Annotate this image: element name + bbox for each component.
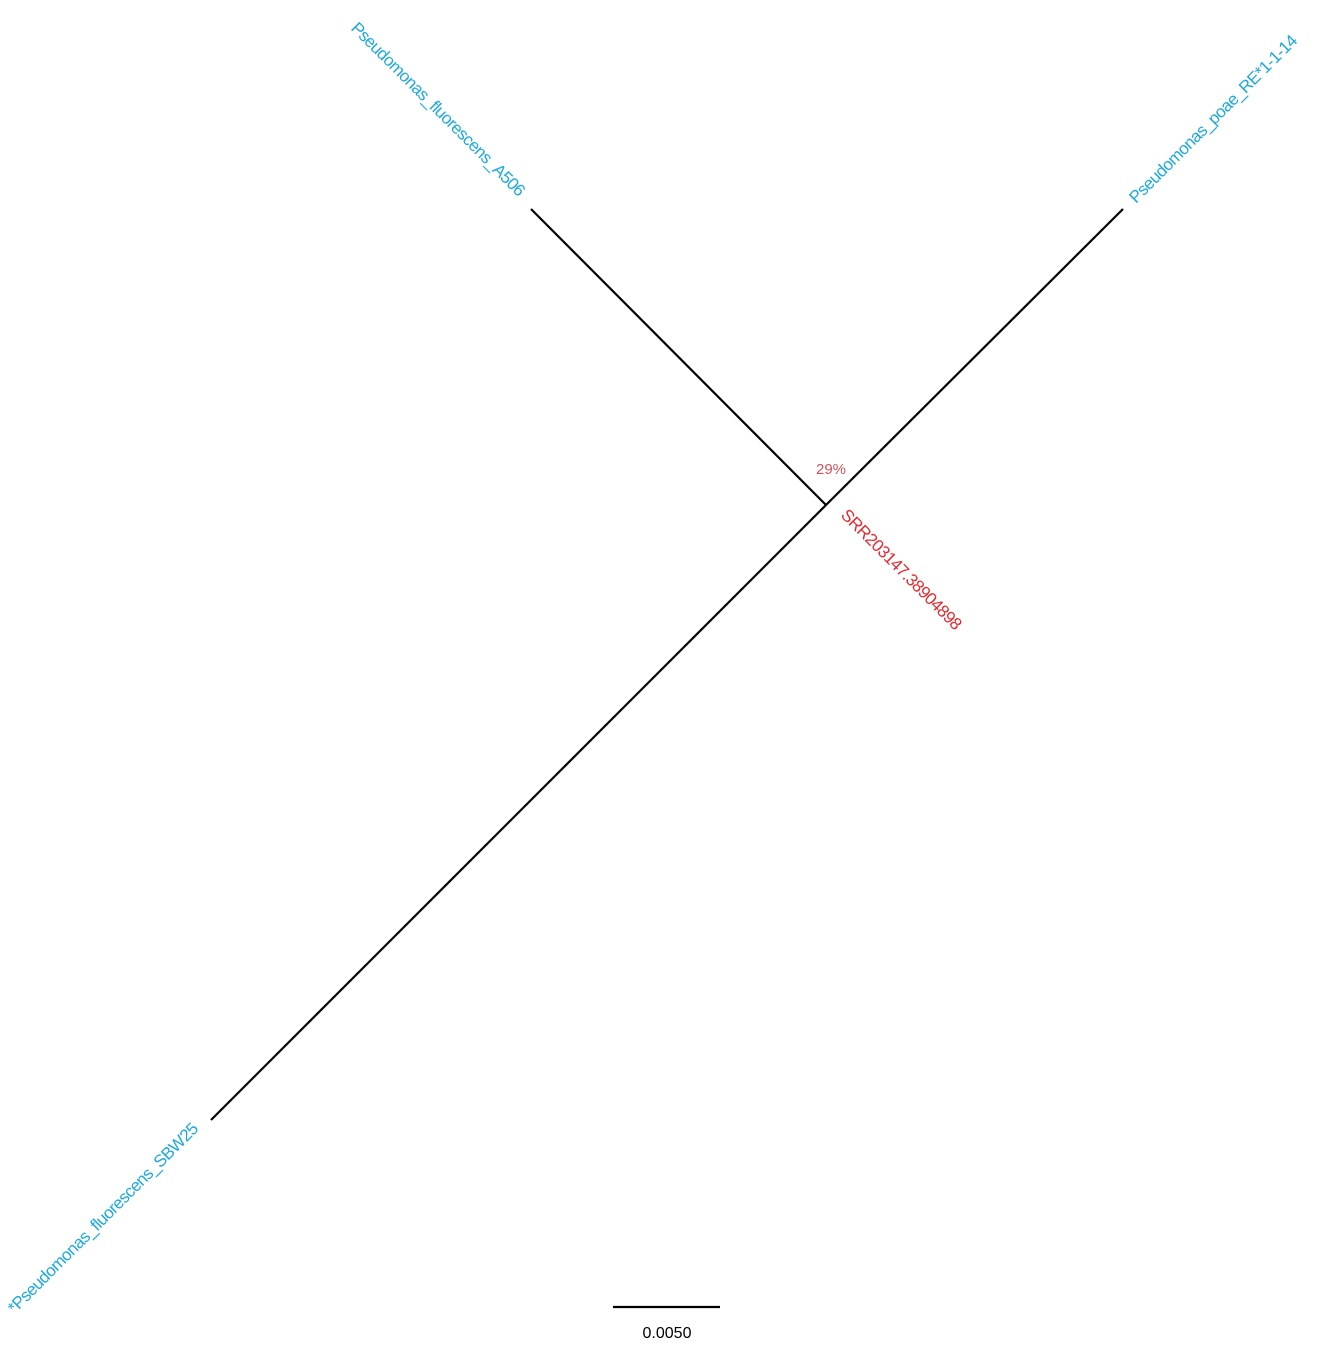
branch-a506: [530, 208, 827, 506]
branch-poae: [825, 208, 1124, 506]
leaf-label-sbw25: *Pseudomonas_fluorescens_SBW25: [4, 1119, 202, 1317]
scale-bar-label: 0.0050: [643, 1325, 692, 1342]
leaf-label-query: SRR203147.38904898: [837, 505, 965, 633]
leaf-label-poae: Pseudomonas_poae_RE*1-1-14: [1125, 31, 1301, 207]
bootstrap-support-label: 29%: [816, 461, 846, 478]
branch-sbw25: [210, 504, 827, 1121]
leaf-label-a506: Pseudomonas_fluorescens_A506: [347, 18, 528, 199]
